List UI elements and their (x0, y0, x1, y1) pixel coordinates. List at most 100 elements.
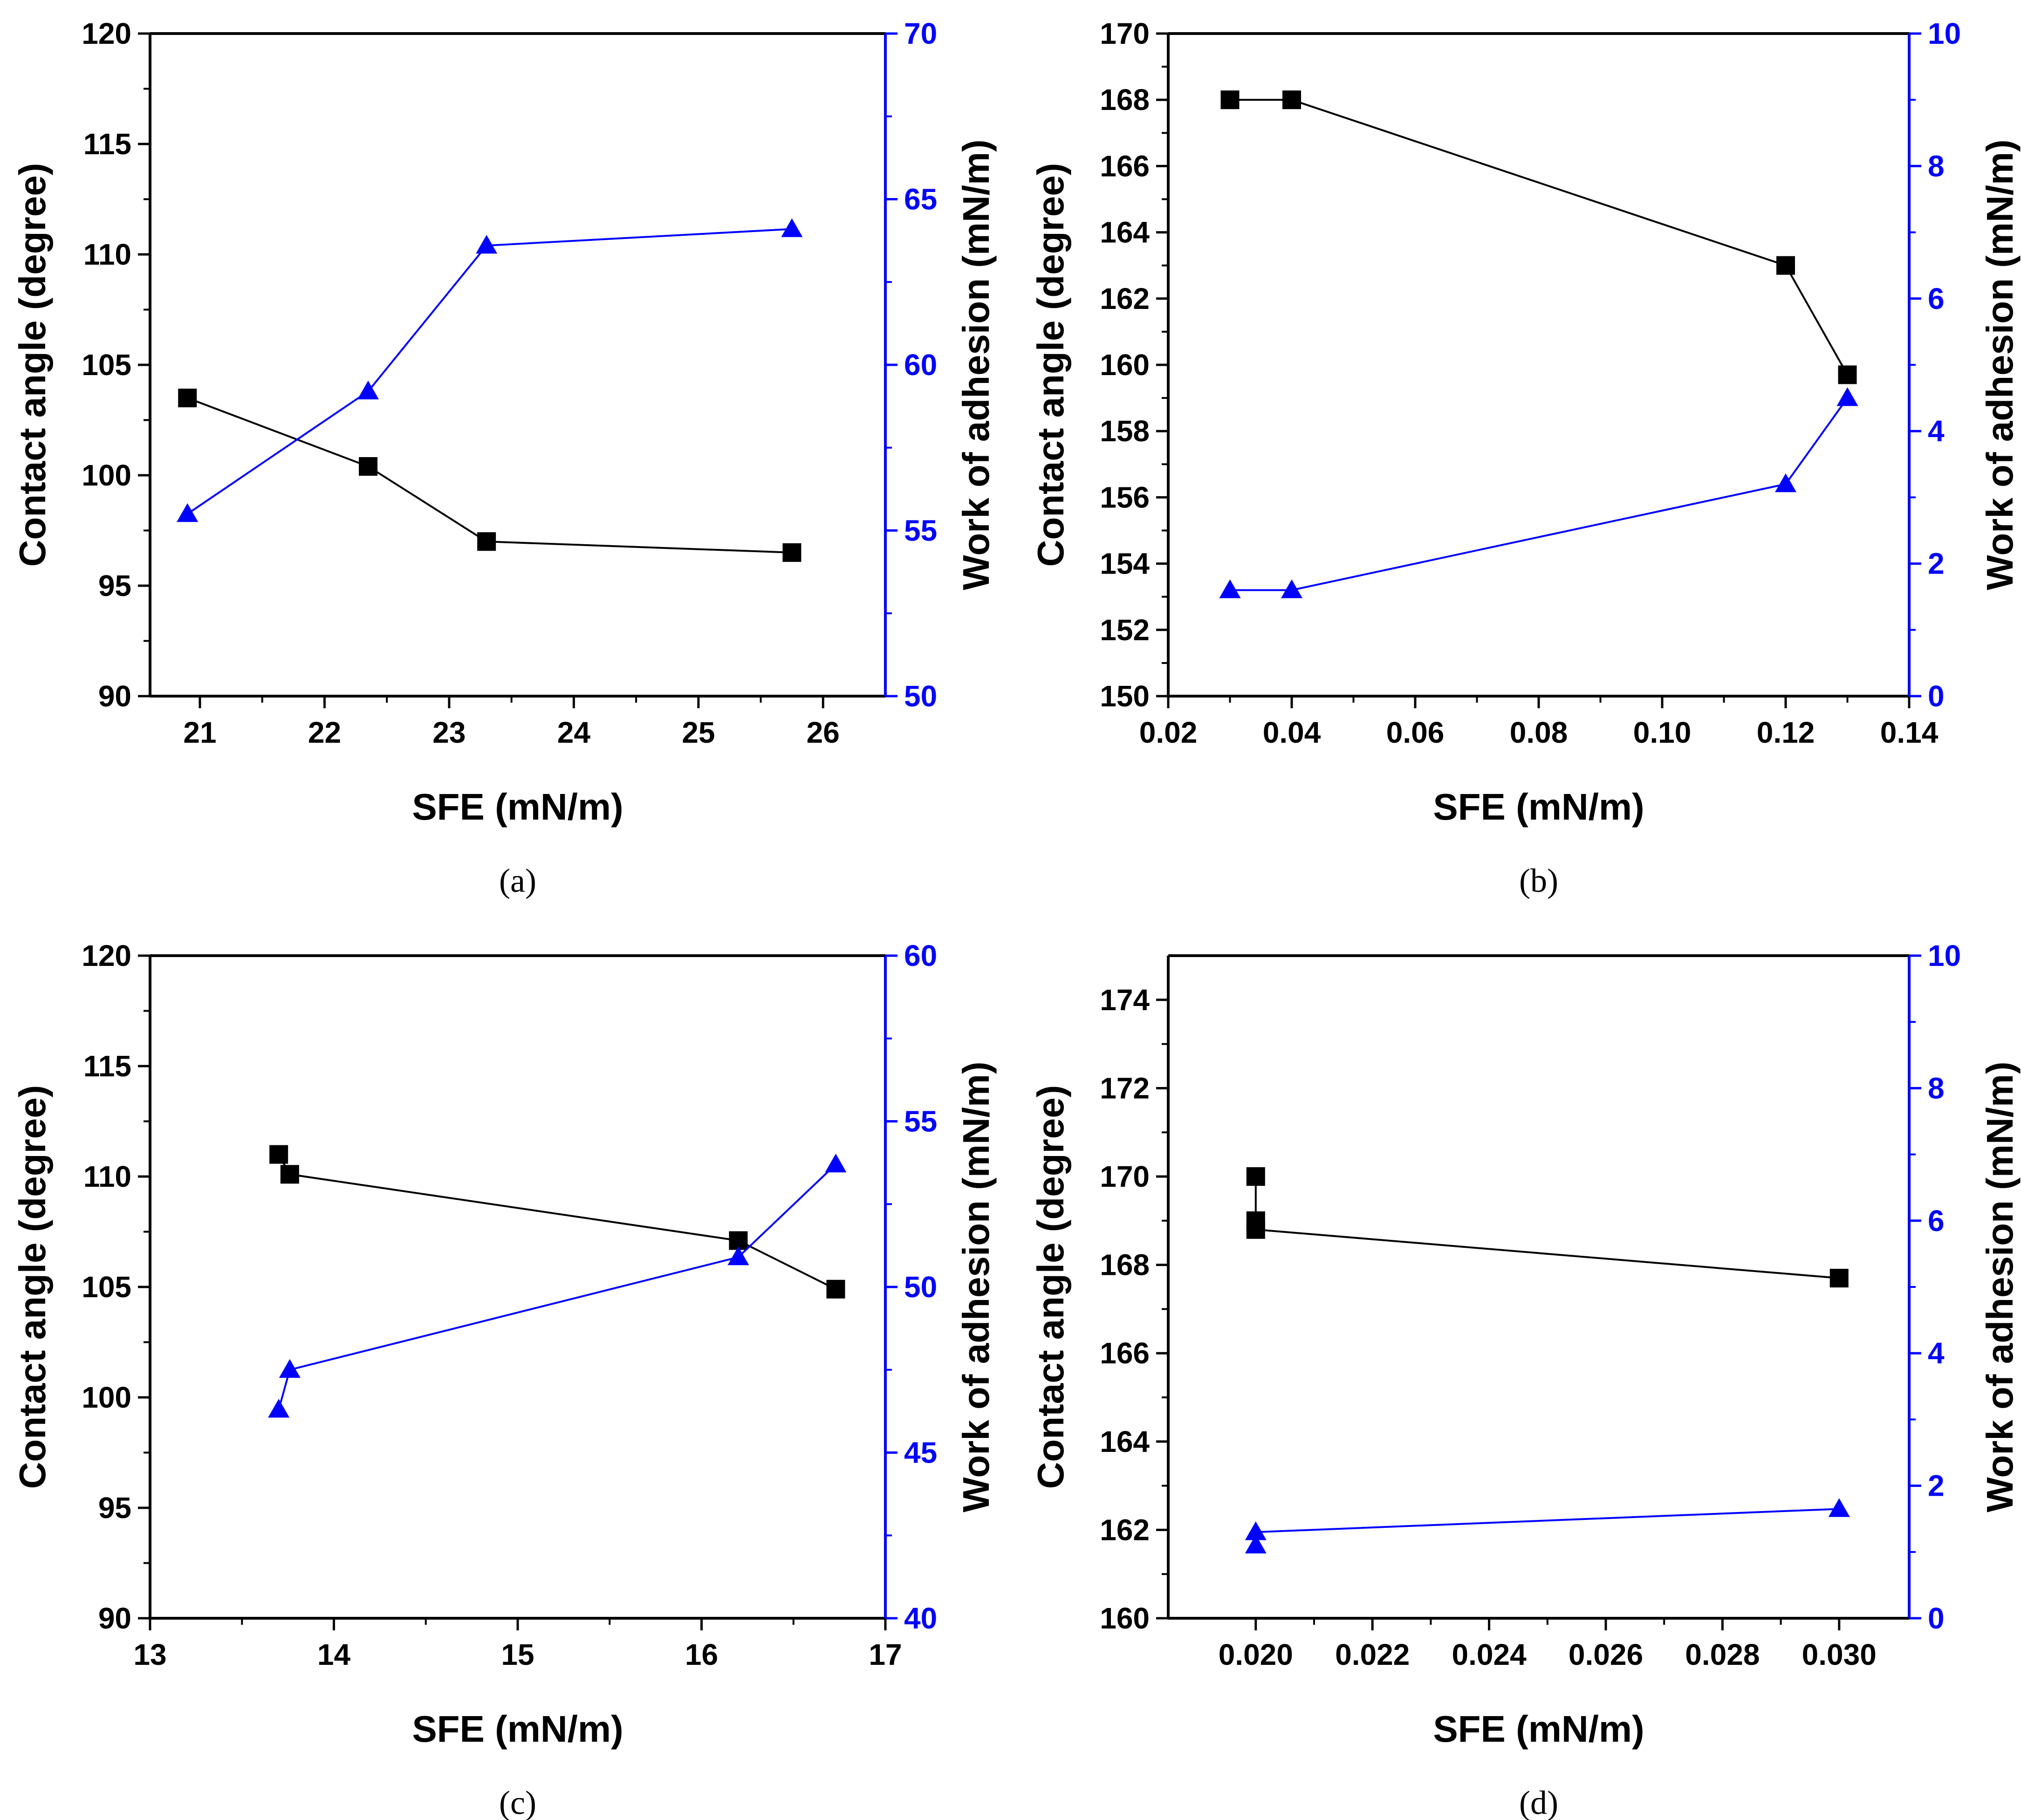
x-tick-label: 0.026 (1569, 1638, 1643, 1671)
x-tick-label: 0.06 (1386, 716, 1445, 749)
y-axis-title: Contact angle (degree) (1030, 163, 1071, 567)
data-point-triangle (279, 1359, 301, 1378)
y2-tick-label: 60 (904, 348, 937, 382)
data-point-triangle (825, 1153, 847, 1173)
x-tick-label: 0.020 (1219, 1638, 1293, 1671)
y2-tick-label: 40 (904, 1601, 937, 1635)
data-point-square (782, 543, 802, 562)
y2-tick-label: 50 (904, 679, 937, 713)
y-tick-label: 150 (1100, 679, 1150, 713)
data-point-triangle (781, 218, 803, 237)
x-tick-label: 25 (682, 716, 715, 749)
y2-tick-label: 55 (904, 514, 937, 547)
y2-tick-label: 8 (1928, 1071, 1945, 1105)
data-point-square (1776, 256, 1795, 275)
y-tick-label: 164 (1100, 216, 1150, 249)
y-tick-label: 168 (1100, 1248, 1150, 1282)
y-tick-label: 166 (1100, 149, 1150, 183)
series-line (278, 1154, 836, 1290)
x-tick-label: 0.12 (1757, 716, 1815, 749)
data-point-square (1829, 1269, 1849, 1288)
series-line (1230, 99, 1849, 376)
x-tick-label: 0.022 (1335, 1638, 1410, 1671)
panel-b: 0.02 0.04 0.06 0.08 0.10 0.12 0.14 150 152 154 156… (1030, 17, 2021, 899)
data-point-triangle (727, 1246, 749, 1266)
x-tick-label: 16 (685, 1638, 718, 1671)
y-tick-label: 160 (1100, 348, 1150, 382)
y-tick-label: 168 (1100, 83, 1150, 116)
data-point-triangle (1219, 579, 1241, 598)
y-tick-label: 152 (1100, 613, 1150, 647)
y2-tick-label: 10 (1928, 17, 1961, 50)
x-tick-label: 0.10 (1633, 716, 1692, 749)
y-tick-label: 110 (83, 238, 131, 271)
data-point-square (269, 1145, 288, 1164)
y2-tick-label: 4 (1928, 414, 1945, 448)
y2-tick-label: 8 (1928, 149, 1945, 183)
y2-tick-label: 45 (904, 1436, 937, 1470)
y-tick-label: 154 (1100, 547, 1150, 581)
data-point-triangle (1245, 1534, 1267, 1553)
data-point-triangle (268, 1399, 290, 1418)
x-tick-label: 13 (133, 1638, 166, 1671)
y-tick-label: 100 (82, 1381, 131, 1414)
y-axis-title: Contact angle (degree) (12, 163, 53, 567)
y-tick-label: 105 (82, 1270, 131, 1304)
x-axis-title: SFE (mN/m) (1433, 786, 1644, 828)
data-point-triangle (476, 235, 498, 254)
y2-tick-label: 60 (904, 939, 937, 972)
y-tick-label: 162 (1100, 1513, 1150, 1546)
y-tick-label: 172 (1100, 1071, 1150, 1105)
y-tick-label: 166 (1100, 1336, 1150, 1370)
y-tick-label: 90 (98, 679, 131, 713)
y-axis-title: Contact angle (degree) (1030, 1085, 1071, 1489)
series-line (187, 397, 792, 554)
y2-tick-label: 0 (1928, 1601, 1945, 1635)
work-of-adhesion-series (1219, 387, 1858, 598)
data-point-square (1838, 365, 1857, 384)
y-tick-label: 174 (1100, 983, 1150, 1017)
data-point-triangle (177, 503, 199, 522)
work-of-adhesion-series (268, 1153, 847, 1418)
x-tick-label: 14 (317, 1638, 351, 1671)
y-tick-label: 115 (83, 1049, 131, 1083)
y-tick-label: 170 (1100, 1160, 1150, 1193)
y-tick-label: 156 (1100, 480, 1150, 514)
y-tick-label: 160 (1100, 1601, 1150, 1635)
x-tick-label: 26 (807, 716, 840, 749)
data-point-triangle (1828, 1498, 1850, 1517)
panel-a: 21 22 23 24 25 26 90 95 100 105 110 115 120 50 55 60 65 7… (12, 17, 997, 899)
y-tick-label: 100 (82, 458, 131, 492)
data-point-square (1282, 90, 1301, 109)
data-point-square (178, 389, 197, 408)
data-point-square (359, 457, 378, 476)
data-point-square (280, 1165, 299, 1184)
data-point-square (826, 1279, 845, 1299)
data-point-square (477, 532, 496, 551)
data-point-square (1220, 90, 1240, 109)
y2-tick-label: 6 (1928, 1204, 1945, 1238)
x-axis-title: SFE (mN/m) (1433, 1708, 1644, 1750)
y2-axis-title: Work of adhesion (mN/m) (1979, 1061, 2021, 1512)
y2-tick-label: 65 (904, 183, 937, 216)
y-axis-title: Contact angle (degree) (12, 1085, 53, 1489)
y2-tick-label: 6 (1928, 282, 1945, 315)
y-tick-label: 110 (83, 1160, 131, 1193)
y-tick-label: 115 (83, 127, 131, 161)
y-tick-label: 158 (1100, 414, 1150, 448)
y-tick-label: 162 (1100, 282, 1150, 315)
x-tick-label: 0.08 (1510, 716, 1568, 749)
data-point-square (1246, 1167, 1265, 1186)
data-point-square (1246, 1220, 1265, 1239)
contact-angle-series (178, 389, 802, 562)
y-tick-label: 164 (1100, 1425, 1150, 1458)
x-axis-title: SFE (mN/m) (412, 1708, 623, 1750)
y2-tick-label: 55 (904, 1105, 937, 1138)
panel-caption: (c) (499, 1784, 536, 1820)
data-point-triangle (357, 380, 379, 400)
x-axis-title: SFE (mN/m) (412, 786, 623, 828)
work-of-adhesion-series (177, 218, 803, 522)
y2-axis-title: Work of adhesion (mN/m) (955, 1061, 997, 1512)
y-tick-label: 120 (82, 939, 131, 972)
